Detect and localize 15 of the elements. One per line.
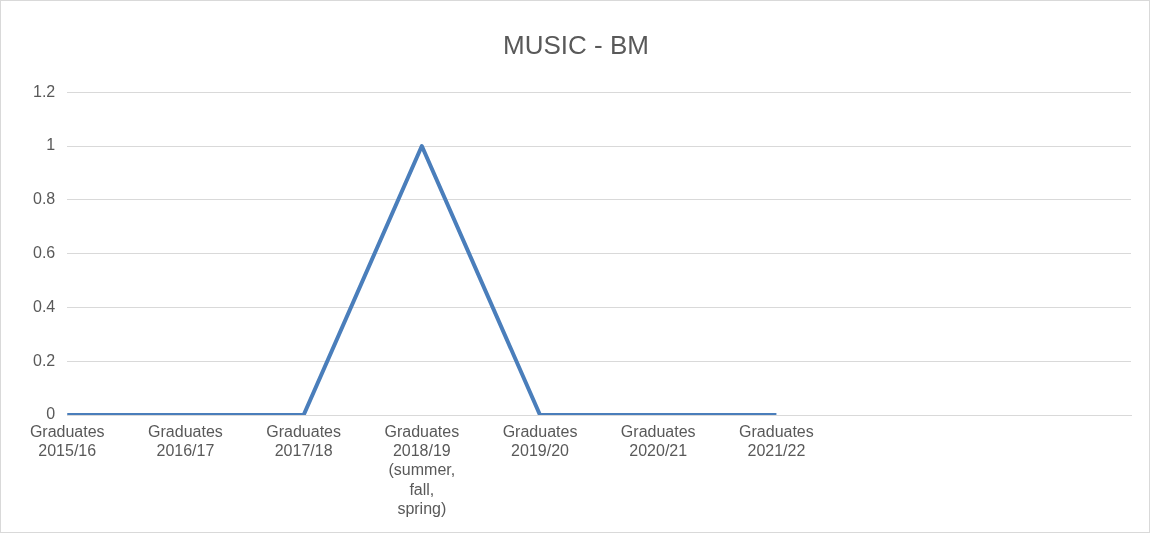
x-tick-label: Graduates 2015/16 bbox=[29, 423, 105, 460]
y-tick-label: 0.2 bbox=[32, 351, 56, 369]
x-tick-label: Graduates 2017/18 bbox=[266, 423, 341, 460]
x-tick-label: Graduates 2016/17 bbox=[148, 423, 223, 460]
x-tick-label: Graduates 2021/22 bbox=[739, 423, 814, 460]
y-tick-label: 1.2 bbox=[32, 82, 56, 100]
x-tick-label: Graduates 2019/20 bbox=[502, 423, 578, 460]
y-tick-label: 0 bbox=[46, 405, 56, 423]
y-tick-label: 0.6 bbox=[32, 244, 56, 262]
x-tick-label: Graduates 2020/21 bbox=[620, 423, 696, 460]
y-tick-label: 0.8 bbox=[32, 190, 56, 208]
y-tick-label: 0.4 bbox=[32, 297, 56, 315]
x-tick-label: Graduates 2018/19 (summer, fall, spring) bbox=[384, 423, 460, 517]
chart-title: MUSIC - BM bbox=[503, 29, 649, 60]
y-tick-label: 1 bbox=[46, 136, 56, 154]
